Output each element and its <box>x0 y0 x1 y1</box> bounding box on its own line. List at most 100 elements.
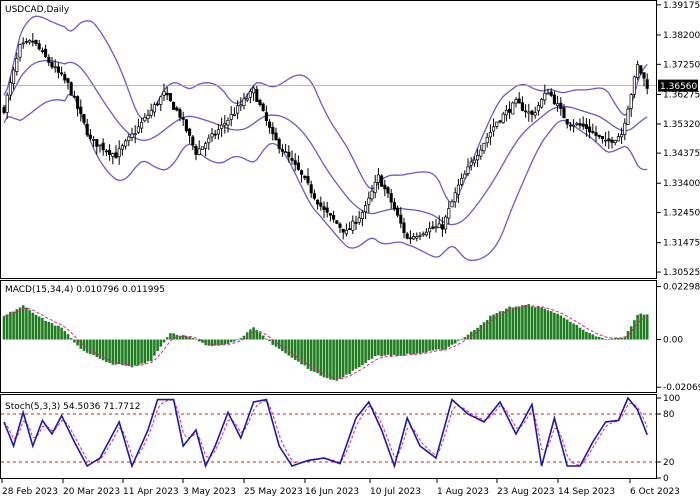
candle-body <box>399 214 403 224</box>
candle-body <box>645 79 649 89</box>
candle-body <box>111 153 115 157</box>
candle <box>316 199 320 210</box>
candle-body <box>453 192 457 203</box>
candle <box>552 91 556 105</box>
macd-bar <box>34 314 38 340</box>
candle <box>472 156 476 167</box>
candle <box>303 175 307 181</box>
candle-body <box>245 98 249 101</box>
candle <box>543 84 547 105</box>
candle-body <box>216 129 220 135</box>
candle-body <box>306 176 310 184</box>
candle <box>348 221 352 230</box>
candle <box>338 222 342 234</box>
macd-bar <box>63 331 67 340</box>
candle <box>264 105 268 126</box>
candle-body <box>332 215 336 220</box>
candle-body <box>626 108 630 126</box>
x-tick-label: 10 Jul 2023 <box>370 487 421 497</box>
candle <box>127 133 131 147</box>
candle-body <box>165 92 169 96</box>
candle <box>66 77 70 90</box>
candle <box>341 228 345 240</box>
candle <box>572 119 576 133</box>
macd-bar <box>127 339 131 367</box>
macd-bar <box>415 339 419 354</box>
candle <box>149 103 153 119</box>
candle-body <box>184 119 188 132</box>
macd-bar <box>220 339 223 345</box>
macd-bar <box>642 314 646 340</box>
macd-bar <box>578 327 582 340</box>
candle-body <box>325 207 329 213</box>
candle-body <box>613 139 617 144</box>
candle <box>495 121 499 129</box>
macd-bar <box>463 337 467 340</box>
candle <box>69 81 73 96</box>
candle-body <box>188 128 192 136</box>
candle-body <box>549 91 553 96</box>
candle-body <box>117 148 121 157</box>
macd-bar <box>399 339 403 355</box>
candle <box>511 101 515 115</box>
candle <box>72 90 76 99</box>
candle-body <box>69 82 73 96</box>
candle-body <box>636 64 640 78</box>
stoch-tick-label: 0 <box>663 474 669 484</box>
candle <box>616 133 620 142</box>
macd-bar <box>623 336 627 340</box>
macd-bar <box>553 312 556 340</box>
candle-body <box>162 91 166 96</box>
candle <box>159 96 163 112</box>
candle-body <box>328 213 332 216</box>
macd-bar <box>223 339 227 345</box>
candle-body <box>405 233 409 239</box>
macd-bar <box>50 323 54 340</box>
candle <box>293 153 297 172</box>
bollinger-upper-band <box>3 15 648 204</box>
macd-bar <box>345 339 348 375</box>
macd-bar <box>165 337 169 340</box>
macd-bar <box>601 337 604 340</box>
price-panel <box>1 15 656 261</box>
macd-bar <box>431 339 435 351</box>
macd-bar <box>15 309 19 340</box>
candle-body <box>508 108 512 113</box>
candle-body <box>104 150 108 153</box>
candle-body <box>536 105 540 112</box>
candle-body <box>402 222 406 234</box>
candle <box>165 86 169 101</box>
candle <box>197 140 201 156</box>
macd-bar <box>153 339 156 356</box>
macd-bar <box>284 339 287 354</box>
candle <box>536 101 540 116</box>
candle <box>18 43 22 62</box>
candle <box>178 107 182 122</box>
candle-body <box>488 131 492 138</box>
price-tick-label: 1.37250 <box>663 60 700 70</box>
macd-tick-label: -0.020691 <box>663 383 700 393</box>
macd-bar <box>313 339 316 372</box>
macd-bar <box>133 339 137 366</box>
candle <box>463 170 467 179</box>
macd-bar <box>57 325 60 340</box>
macd-bar <box>370 339 374 359</box>
macd-bar <box>447 339 451 347</box>
macd-bar <box>114 339 118 365</box>
candle <box>63 71 67 84</box>
macd-bar <box>21 305 25 340</box>
candle <box>306 168 310 186</box>
macd-bar <box>348 339 351 375</box>
candle <box>456 178 460 203</box>
candle <box>271 122 275 141</box>
candle-body <box>456 184 460 195</box>
macd-bar <box>610 338 614 340</box>
macd-bar <box>377 339 380 356</box>
macd-bar <box>66 334 70 340</box>
macd-bar <box>73 339 76 343</box>
macd-bar <box>60 327 63 340</box>
candle <box>479 144 483 160</box>
macd-bar <box>444 339 447 350</box>
candle-body <box>620 134 624 138</box>
macd-bar <box>562 317 566 340</box>
